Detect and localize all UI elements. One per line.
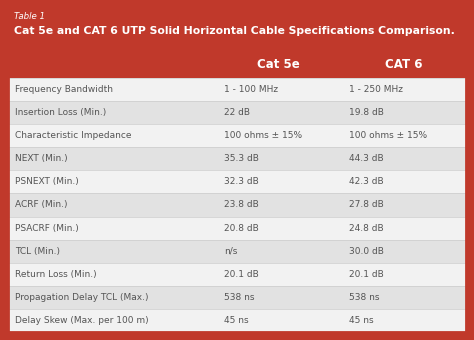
Text: Characteristic Impedance: Characteristic Impedance xyxy=(15,131,131,140)
Text: 35.3 dB: 35.3 dB xyxy=(224,154,259,163)
Text: 20.8 dB: 20.8 dB xyxy=(224,224,259,233)
Text: 23.8 dB: 23.8 dB xyxy=(224,201,259,209)
Text: ACRF (Min.): ACRF (Min.) xyxy=(15,201,67,209)
Bar xyxy=(8,286,466,309)
Text: 44.3 dB: 44.3 dB xyxy=(349,154,383,163)
Text: Delay Skew (Max. per 100 m): Delay Skew (Max. per 100 m) xyxy=(15,316,149,325)
Bar xyxy=(8,193,466,217)
Text: 19.8 dB: 19.8 dB xyxy=(349,108,384,117)
Text: 100 ohms ± 15%: 100 ohms ± 15% xyxy=(349,131,427,140)
Bar xyxy=(8,147,466,170)
Text: 45 ns: 45 ns xyxy=(224,316,249,325)
Text: Table 1: Table 1 xyxy=(14,12,45,21)
Bar xyxy=(8,240,466,263)
Text: 1 - 250 MHz: 1 - 250 MHz xyxy=(349,85,403,94)
Text: 27.8 dB: 27.8 dB xyxy=(349,201,384,209)
Text: TCL (Min.): TCL (Min.) xyxy=(15,247,60,256)
Text: NEXT (Min.): NEXT (Min.) xyxy=(15,154,68,163)
Text: PSACRF (Min.): PSACRF (Min.) xyxy=(15,224,79,233)
Text: 1 - 100 MHz: 1 - 100 MHz xyxy=(224,85,279,94)
Text: Return Loss (Min.): Return Loss (Min.) xyxy=(15,270,97,279)
Text: 22 dB: 22 dB xyxy=(224,108,250,117)
Text: Insertion Loss (Min.): Insertion Loss (Min.) xyxy=(15,108,106,117)
Bar xyxy=(8,309,466,332)
Bar xyxy=(8,78,466,101)
Text: Cat 5e: Cat 5e xyxy=(257,57,300,70)
Bar xyxy=(8,263,466,286)
Bar xyxy=(8,50,466,78)
Text: 32.3 dB: 32.3 dB xyxy=(224,177,259,186)
Bar xyxy=(8,217,466,240)
Bar xyxy=(8,50,466,332)
Bar xyxy=(8,124,466,147)
Text: n/s: n/s xyxy=(224,247,238,256)
Text: PSNEXT (Min.): PSNEXT (Min.) xyxy=(15,177,79,186)
Text: Cat 5e and CAT 6 UTP Solid Horizontal Cable Specifications Comparison.: Cat 5e and CAT 6 UTP Solid Horizontal Ca… xyxy=(14,26,455,36)
Text: Propagation Delay TCL (Max.): Propagation Delay TCL (Max.) xyxy=(15,293,148,302)
Text: 20.1 dB: 20.1 dB xyxy=(349,270,384,279)
Text: CAT 6: CAT 6 xyxy=(385,57,422,70)
Text: 538 ns: 538 ns xyxy=(349,293,380,302)
Text: 20.1 dB: 20.1 dB xyxy=(224,270,259,279)
Text: Frequency Bandwidth: Frequency Bandwidth xyxy=(15,85,113,94)
Bar xyxy=(8,50,466,332)
Bar xyxy=(8,170,466,193)
Text: 45 ns: 45 ns xyxy=(349,316,374,325)
Text: 30.0 dB: 30.0 dB xyxy=(349,247,384,256)
Text: 42.3 dB: 42.3 dB xyxy=(349,177,383,186)
Text: 100 ohms ± 15%: 100 ohms ± 15% xyxy=(224,131,302,140)
Text: 24.8 dB: 24.8 dB xyxy=(349,224,383,233)
Text: 538 ns: 538 ns xyxy=(224,293,255,302)
Bar xyxy=(8,101,466,124)
